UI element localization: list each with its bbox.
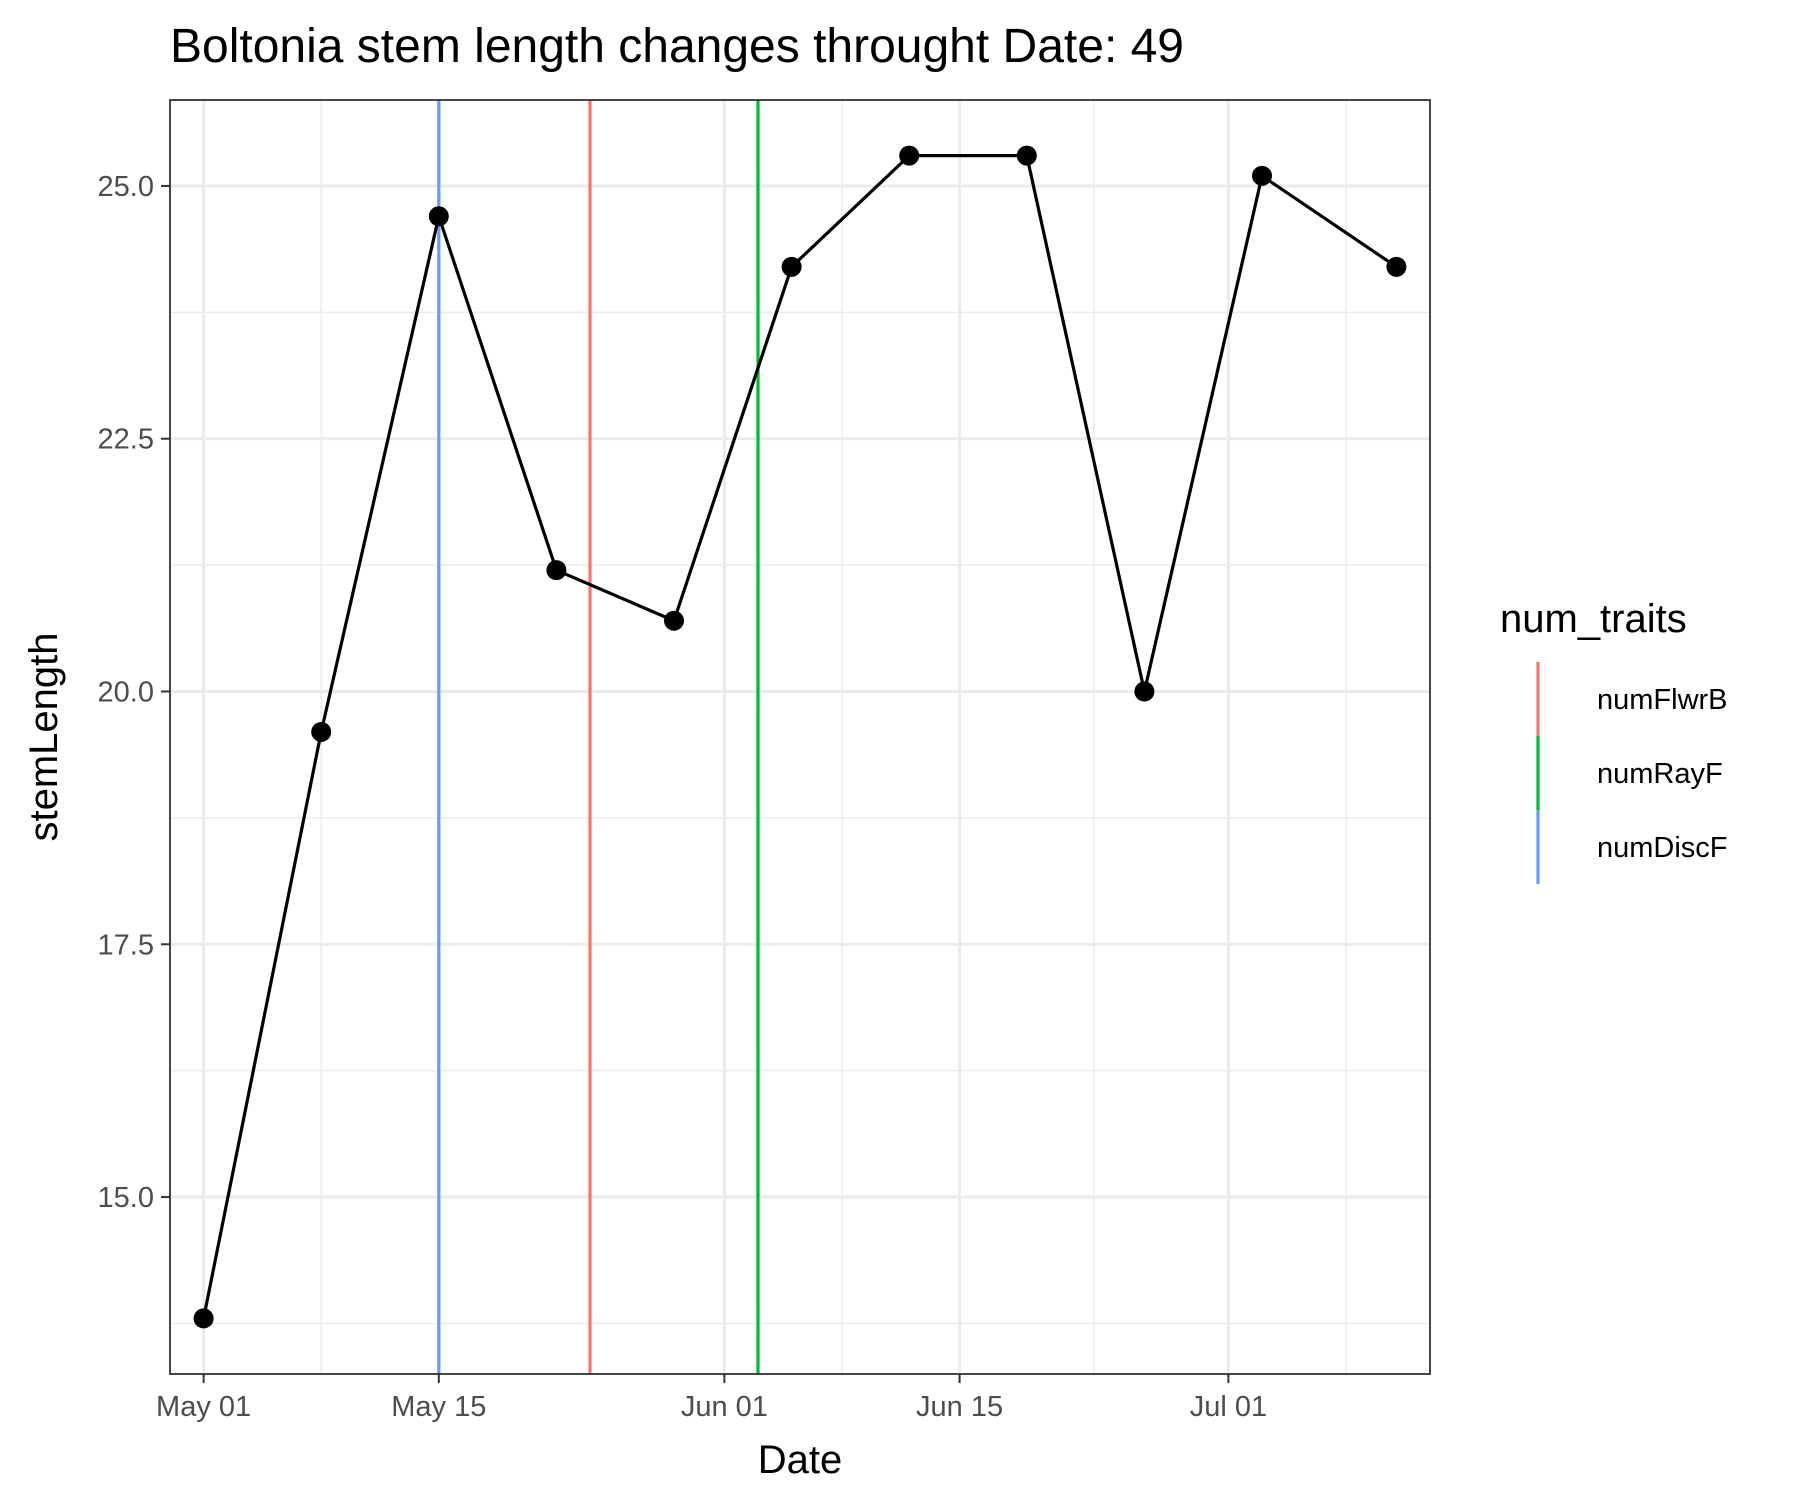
x-axis-title: Date xyxy=(758,1438,843,1482)
data-point xyxy=(1134,681,1155,702)
y-axis: 15.0 17.5 20.0 22.5 25.0 xyxy=(98,171,170,1214)
x-axis: May 01 May 15 Jun 01 Jun 15 Jul 01 xyxy=(156,1374,1267,1423)
legend-title: num_traits xyxy=(1500,597,1687,641)
data-point xyxy=(1386,256,1407,277)
x-tick-label: May 01 xyxy=(156,1391,251,1423)
panel-background xyxy=(170,100,1430,1374)
data-point xyxy=(1016,145,1037,166)
panel-border xyxy=(169,99,1431,1375)
data-point xyxy=(311,721,332,742)
data-point xyxy=(546,560,567,581)
y-tick-label: 17.5 xyxy=(98,929,154,961)
x-tick-label: Jun 01 xyxy=(681,1391,768,1423)
data-point xyxy=(1252,165,1272,186)
y-tick-label: 22.5 xyxy=(98,424,154,456)
data-point xyxy=(899,145,920,166)
legend-label: numDiscF xyxy=(1597,832,1728,864)
trait-vertical-lines xyxy=(437,100,760,1374)
x-tick-label: May 15 xyxy=(391,1391,486,1423)
data-point xyxy=(781,256,802,277)
data-point xyxy=(428,206,449,227)
legend-label: numFlwrB xyxy=(1597,684,1728,716)
y-tick-label: 20.0 xyxy=(98,677,154,709)
data-series xyxy=(193,145,1407,1329)
data-point xyxy=(193,1308,214,1329)
chart-title: Boltonia stem length changes throught Da… xyxy=(170,20,1184,73)
x-tick-label: Jun 15 xyxy=(916,1391,1003,1423)
y-tick-label: 25.0 xyxy=(98,171,154,203)
legend: num_traits numFlwrB numRayF numDiscF xyxy=(1500,597,1728,884)
y-tick-label: 15.0 xyxy=(98,1182,154,1214)
legend-label: numRayF xyxy=(1597,758,1723,790)
major-gridlines xyxy=(170,100,1430,1374)
y-axis-title: stemLength xyxy=(22,632,66,841)
data-point xyxy=(664,610,684,631)
plot-panel xyxy=(169,99,1431,1375)
x-tick-label: Jul 01 xyxy=(1190,1391,1267,1423)
